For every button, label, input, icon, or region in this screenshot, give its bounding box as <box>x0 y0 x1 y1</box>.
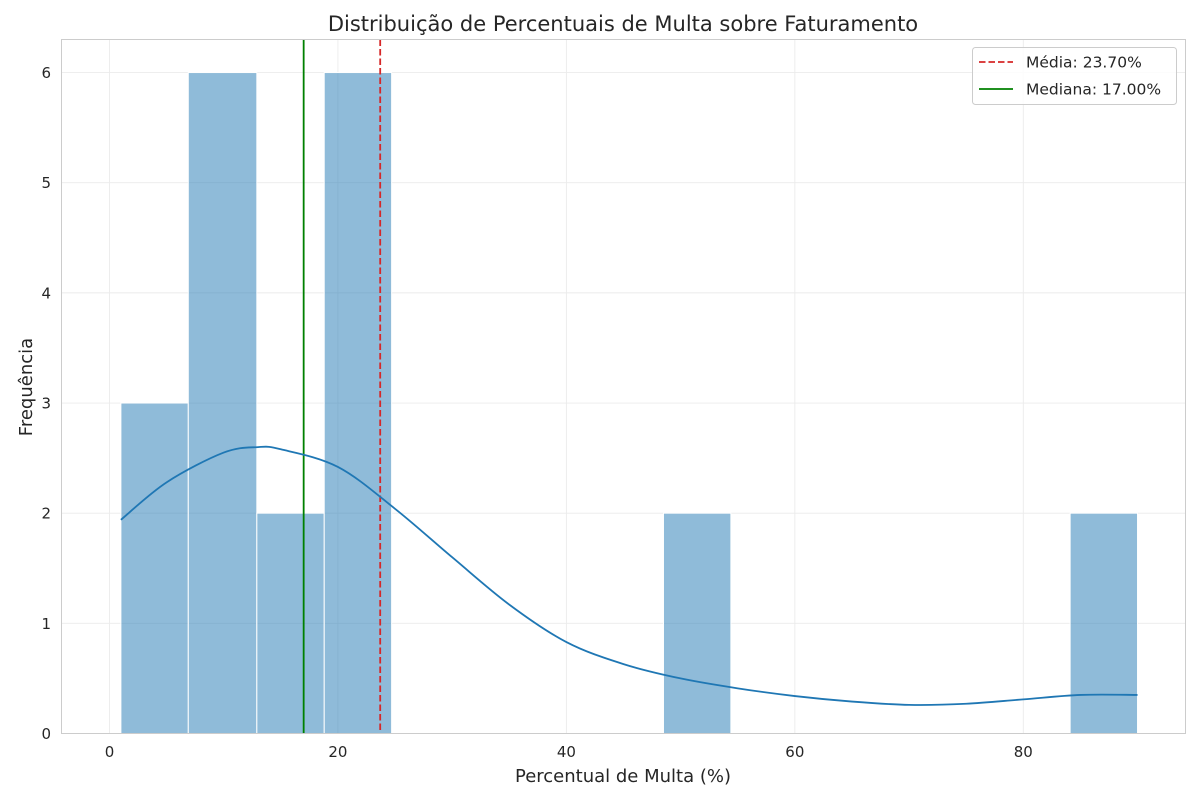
x-tick-label: 60 <box>785 743 804 761</box>
y-tick-label: 3 <box>41 395 51 413</box>
kde-curve <box>120 445 1138 706</box>
legend-box <box>972 47 1177 105</box>
axes-frame <box>61 39 1186 734</box>
y-tick-labels: 0 1 2 3 4 5 6 <box>41 64 51 743</box>
histogram-bar <box>256 512 325 735</box>
y-tick-label: 1 <box>41 615 51 633</box>
histogram-bar <box>120 402 189 734</box>
y-tick-label: 0 <box>41 725 51 743</box>
legend-mean-label: Média: 23.70% <box>1026 54 1142 72</box>
y-tick-label: 2 <box>41 505 51 523</box>
histogram-bar <box>187 72 258 735</box>
x-tick-label: 20 <box>328 743 347 761</box>
x-tick-label: 40 <box>557 743 576 761</box>
histogram-bar <box>662 512 732 735</box>
legend-median-label: Mediana: 17.00% <box>1026 81 1161 99</box>
y-tick-label: 4 <box>41 284 51 302</box>
x-tick-labels: 0 20 40 60 80 <box>105 743 1033 761</box>
y-tick-label: 5 <box>41 174 51 192</box>
reference-lines <box>302 39 382 734</box>
y-axis-label: Frequência <box>16 338 37 436</box>
x-tick-label: 0 <box>105 743 115 761</box>
chart-title: Distribuição de Percentuais de Multa sob… <box>328 12 918 36</box>
histogram-bar <box>1069 512 1139 735</box>
x-axis-label: Percentual de Multa (%) <box>515 766 731 787</box>
y-tick-label: 6 <box>41 64 51 82</box>
legend: Média: 23.70% Mediana: 17.00% <box>972 47 1177 105</box>
plot-area <box>61 39 1186 735</box>
x-tick-label: 80 <box>1014 743 1033 761</box>
histogram-bar <box>323 72 393 735</box>
